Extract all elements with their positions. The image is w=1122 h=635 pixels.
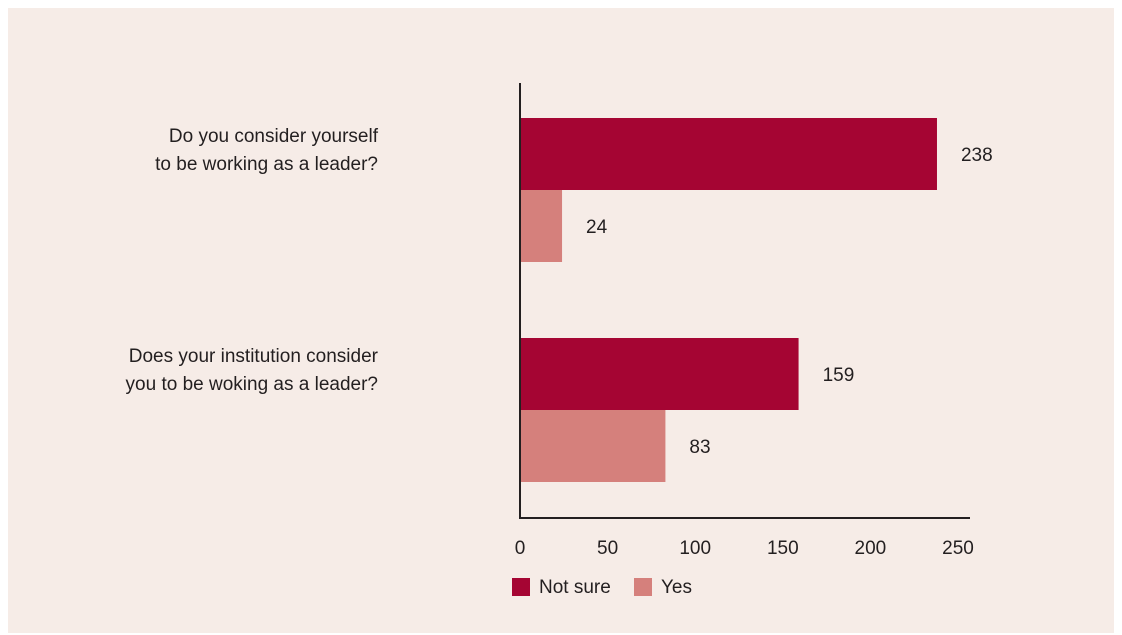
- x-tick-label-200: 200: [855, 538, 887, 559]
- value-label-yes-2: 83: [689, 437, 710, 458]
- legend-label-yes: Yes: [661, 577, 692, 598]
- axes: 0 50 100 150 200 250: [515, 83, 974, 559]
- value-labels: 238 24 159 83: [586, 145, 993, 458]
- x-tick-label-150: 150: [767, 538, 799, 559]
- x-tick-label-250: 250: [942, 538, 974, 559]
- bar-yes-2: [520, 410, 666, 482]
- bar-yes-1: [520, 190, 563, 262]
- category-label-1-line-2: to be working as a leader?: [155, 154, 378, 175]
- bars: [520, 118, 937, 482]
- legend-swatch-not-sure: [512, 578, 530, 596]
- legend-swatch-yes: [634, 578, 652, 596]
- x-tick-label-100: 100: [679, 538, 711, 559]
- x-tick-label-0: 0: [515, 538, 526, 559]
- category-label-1-line-1: Do you consider yourself: [169, 126, 379, 147]
- category-labels: Do you consider yourself to be working as…: [126, 126, 379, 395]
- x-tick-label-50: 50: [597, 538, 618, 559]
- value-label-not-sure-1: 238: [961, 145, 993, 166]
- legend: Not sure Yes: [512, 577, 692, 598]
- value-label-yes-1: 24: [586, 217, 608, 238]
- bar-not-sure-2: [520, 338, 799, 410]
- value-label-not-sure-2: 159: [823, 365, 855, 386]
- chart-panel: [8, 8, 1114, 633]
- category-label-2-line-1: Does your institution consider: [129, 346, 379, 367]
- bar-not-sure-1: [520, 118, 937, 190]
- legend-label-not-sure: Not sure: [539, 577, 611, 598]
- category-label-2-line-2: you to be woking as a leader?: [126, 374, 378, 395]
